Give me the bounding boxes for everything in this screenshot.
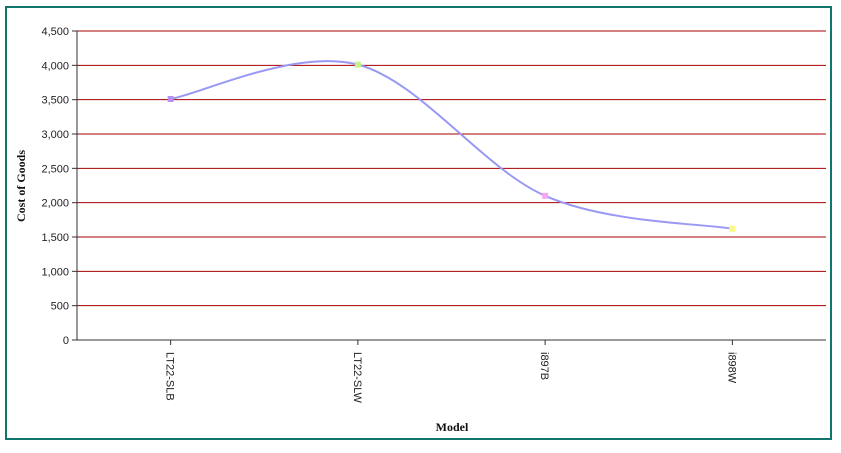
data-point-marker [729,225,736,232]
y-tick-label: 500 [51,301,69,313]
data-point-marker [354,61,361,68]
x-tick-label: i897B [538,352,550,380]
y-tick-label: 2,500 [41,163,69,175]
series-line [170,60,733,230]
y-tick-label: 2,000 [41,198,69,210]
x-axis-ticks: LT22-SLB LT22-SLW i897B i898W [164,340,737,404]
chart-frame [5,6,832,440]
data-point-marker [167,95,174,102]
x-axis-title: Model [436,420,469,434]
series-markers [167,61,736,232]
x-tick-label: LT22-SLW [351,352,363,404]
y-tick-label: 4,500 [41,26,69,38]
y-axis-title: Cost of Goods [14,150,28,222]
y-axis-ticks: 0 500 1,000 1,500 2,000 2,500 3,000 3,500 4,000 4… [41,26,77,347]
y-tick-label: 0 [63,335,69,347]
y-tick-label: 1,500 [41,232,69,244]
data-point-marker [542,192,549,199]
y-tick-label: 1,000 [41,266,69,278]
y-tick-label: 3,500 [41,95,69,107]
y-tick-label: 4,000 [41,60,69,72]
x-tick-label: LT22-SLB [164,352,176,401]
grid-lines [77,30,826,307]
y-tick-label: 3,000 [41,129,69,141]
x-tick-label: i898W [725,352,737,384]
